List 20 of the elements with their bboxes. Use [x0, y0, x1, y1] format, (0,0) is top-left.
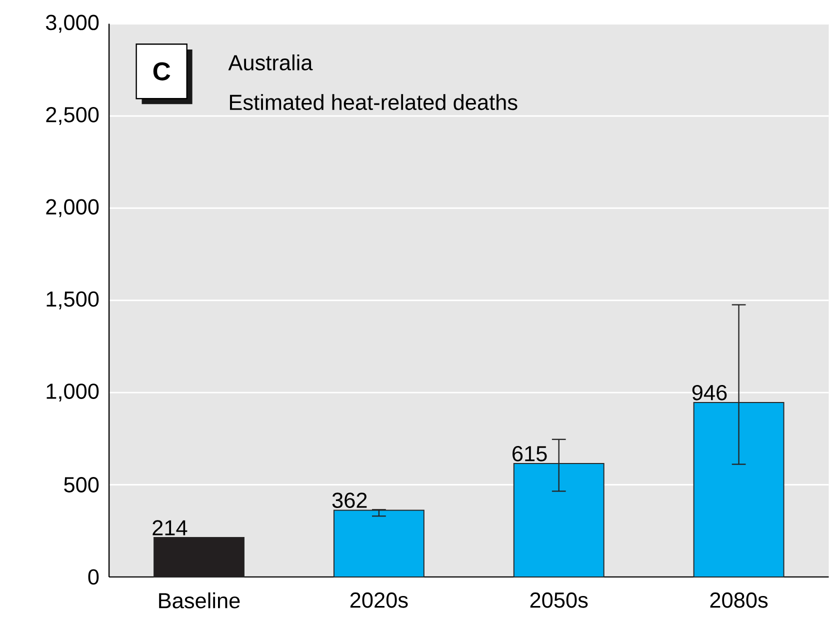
x-tick-label: Baseline [159, 592, 240, 608]
y-tick-label: 0 [88, 569, 99, 584]
data-label: 615 [512, 446, 547, 462]
y-tick-label: 2,000 [46, 198, 99, 217]
bar [154, 536, 244, 578]
y-tick-label: 2,500 [46, 106, 99, 125]
y-tick-label: 3,000 [46, 14, 99, 33]
text: Estimated heat-related deaths [230, 94, 518, 110]
bar [333, 509, 424, 578]
x-tick-label: 2080s [710, 592, 768, 608]
y-tick-label: 1,000 [46, 383, 99, 402]
data-label: 362 [332, 492, 367, 508]
x-tick-label: 2050s [530, 592, 588, 608]
text: Australia [228, 54, 313, 70]
y-tick-label: 500 [64, 476, 99, 492]
y-tick-label: 1,500 [46, 291, 99, 310]
data-label: 946 [692, 384, 727, 400]
annotation: C [153, 62, 170, 80]
data-label: 214 [152, 520, 188, 536]
x-tick-label: 2020s [350, 592, 408, 608]
